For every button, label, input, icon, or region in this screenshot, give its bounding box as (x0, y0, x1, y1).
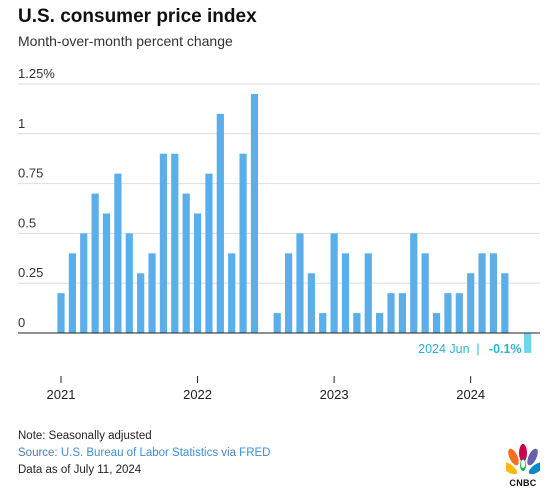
bar (501, 273, 509, 333)
bar (216, 113, 224, 333)
bar (171, 153, 179, 333)
bar (353, 313, 361, 333)
source-link[interactable]: U.S. Bureau of Labor Statistics (60, 447, 219, 459)
bar (102, 213, 111, 333)
footnote: Note: Seasonally adjusted (18, 430, 152, 442)
annotation-separator: | (476, 342, 479, 356)
cpi-bar-chart: 0 0.25 0.5 0.75 1 1.25% 2021 2022 2023 2024 -0.1% |… (18, 66, 540, 402)
bar (330, 233, 338, 333)
bar (444, 293, 452, 333)
annotation-label: 2024 Jun (418, 342, 469, 356)
bar (455, 293, 463, 333)
bar (228, 253, 236, 333)
cnbc-logo: CNBC (501, 444, 545, 488)
bar (114, 173, 122, 333)
y-tick-label: 0.5 (18, 215, 36, 230)
bar (91, 193, 99, 333)
bar (307, 273, 315, 333)
bar (296, 233, 304, 333)
bar (205, 173, 213, 333)
x-tick-label: 2022 (183, 387, 212, 402)
bar (193, 213, 202, 333)
bar (432, 313, 441, 333)
bar (250, 93, 259, 334)
bar (239, 153, 247, 333)
bar (523, 333, 532, 353)
x-tick-label: 2023 (320, 387, 349, 402)
bar (489, 253, 498, 333)
bar (467, 273, 475, 333)
chart-subtitle: Month-over-month percent change (18, 33, 233, 49)
bar (148, 253, 156, 333)
bar (387, 293, 395, 333)
annotation-value: -0.1% (489, 342, 522, 356)
cnbc-wordmark: CNBC (509, 478, 537, 488)
y-tick-label: 0.25 (18, 265, 43, 280)
y-tick-label: 0.75 (18, 166, 43, 181)
y-tick-label: 1 (18, 116, 25, 131)
data-as-of: Data as of July 11, 2024 (18, 464, 142, 476)
bar (478, 253, 486, 333)
bar (319, 313, 327, 333)
bar (159, 153, 168, 333)
bar (376, 313, 384, 333)
chart-footer: Note: Seasonally adjusted Source: U.S. B… (18, 428, 270, 479)
bar (68, 253, 76, 333)
bar (125, 233, 133, 333)
x-tick-label: 2021 (47, 387, 76, 402)
source-line: Source: U.S. Bureau of Labor Statistics … (18, 445, 270, 462)
source-label: Source: (18, 447, 61, 459)
bar (410, 233, 418, 333)
x-tick-label: 2024 (456, 387, 485, 402)
chart-title: U.S. consumer price index (18, 6, 257, 27)
bar (398, 293, 406, 333)
bar (273, 313, 281, 333)
bar (285, 253, 293, 333)
bar (80, 233, 88, 333)
bar (182, 193, 190, 333)
bar (57, 293, 65, 333)
bar (364, 253, 372, 333)
bar (137, 273, 145, 333)
fred-link[interactable]: FRED (239, 447, 271, 459)
nbc-peacock-icon (501, 444, 545, 475)
bar (421, 253, 429, 333)
y-tick-label: 1.25% (18, 66, 55, 81)
y-tick-label: 0 (18, 315, 25, 330)
via-label: via (218, 447, 240, 459)
bar (341, 253, 350, 333)
